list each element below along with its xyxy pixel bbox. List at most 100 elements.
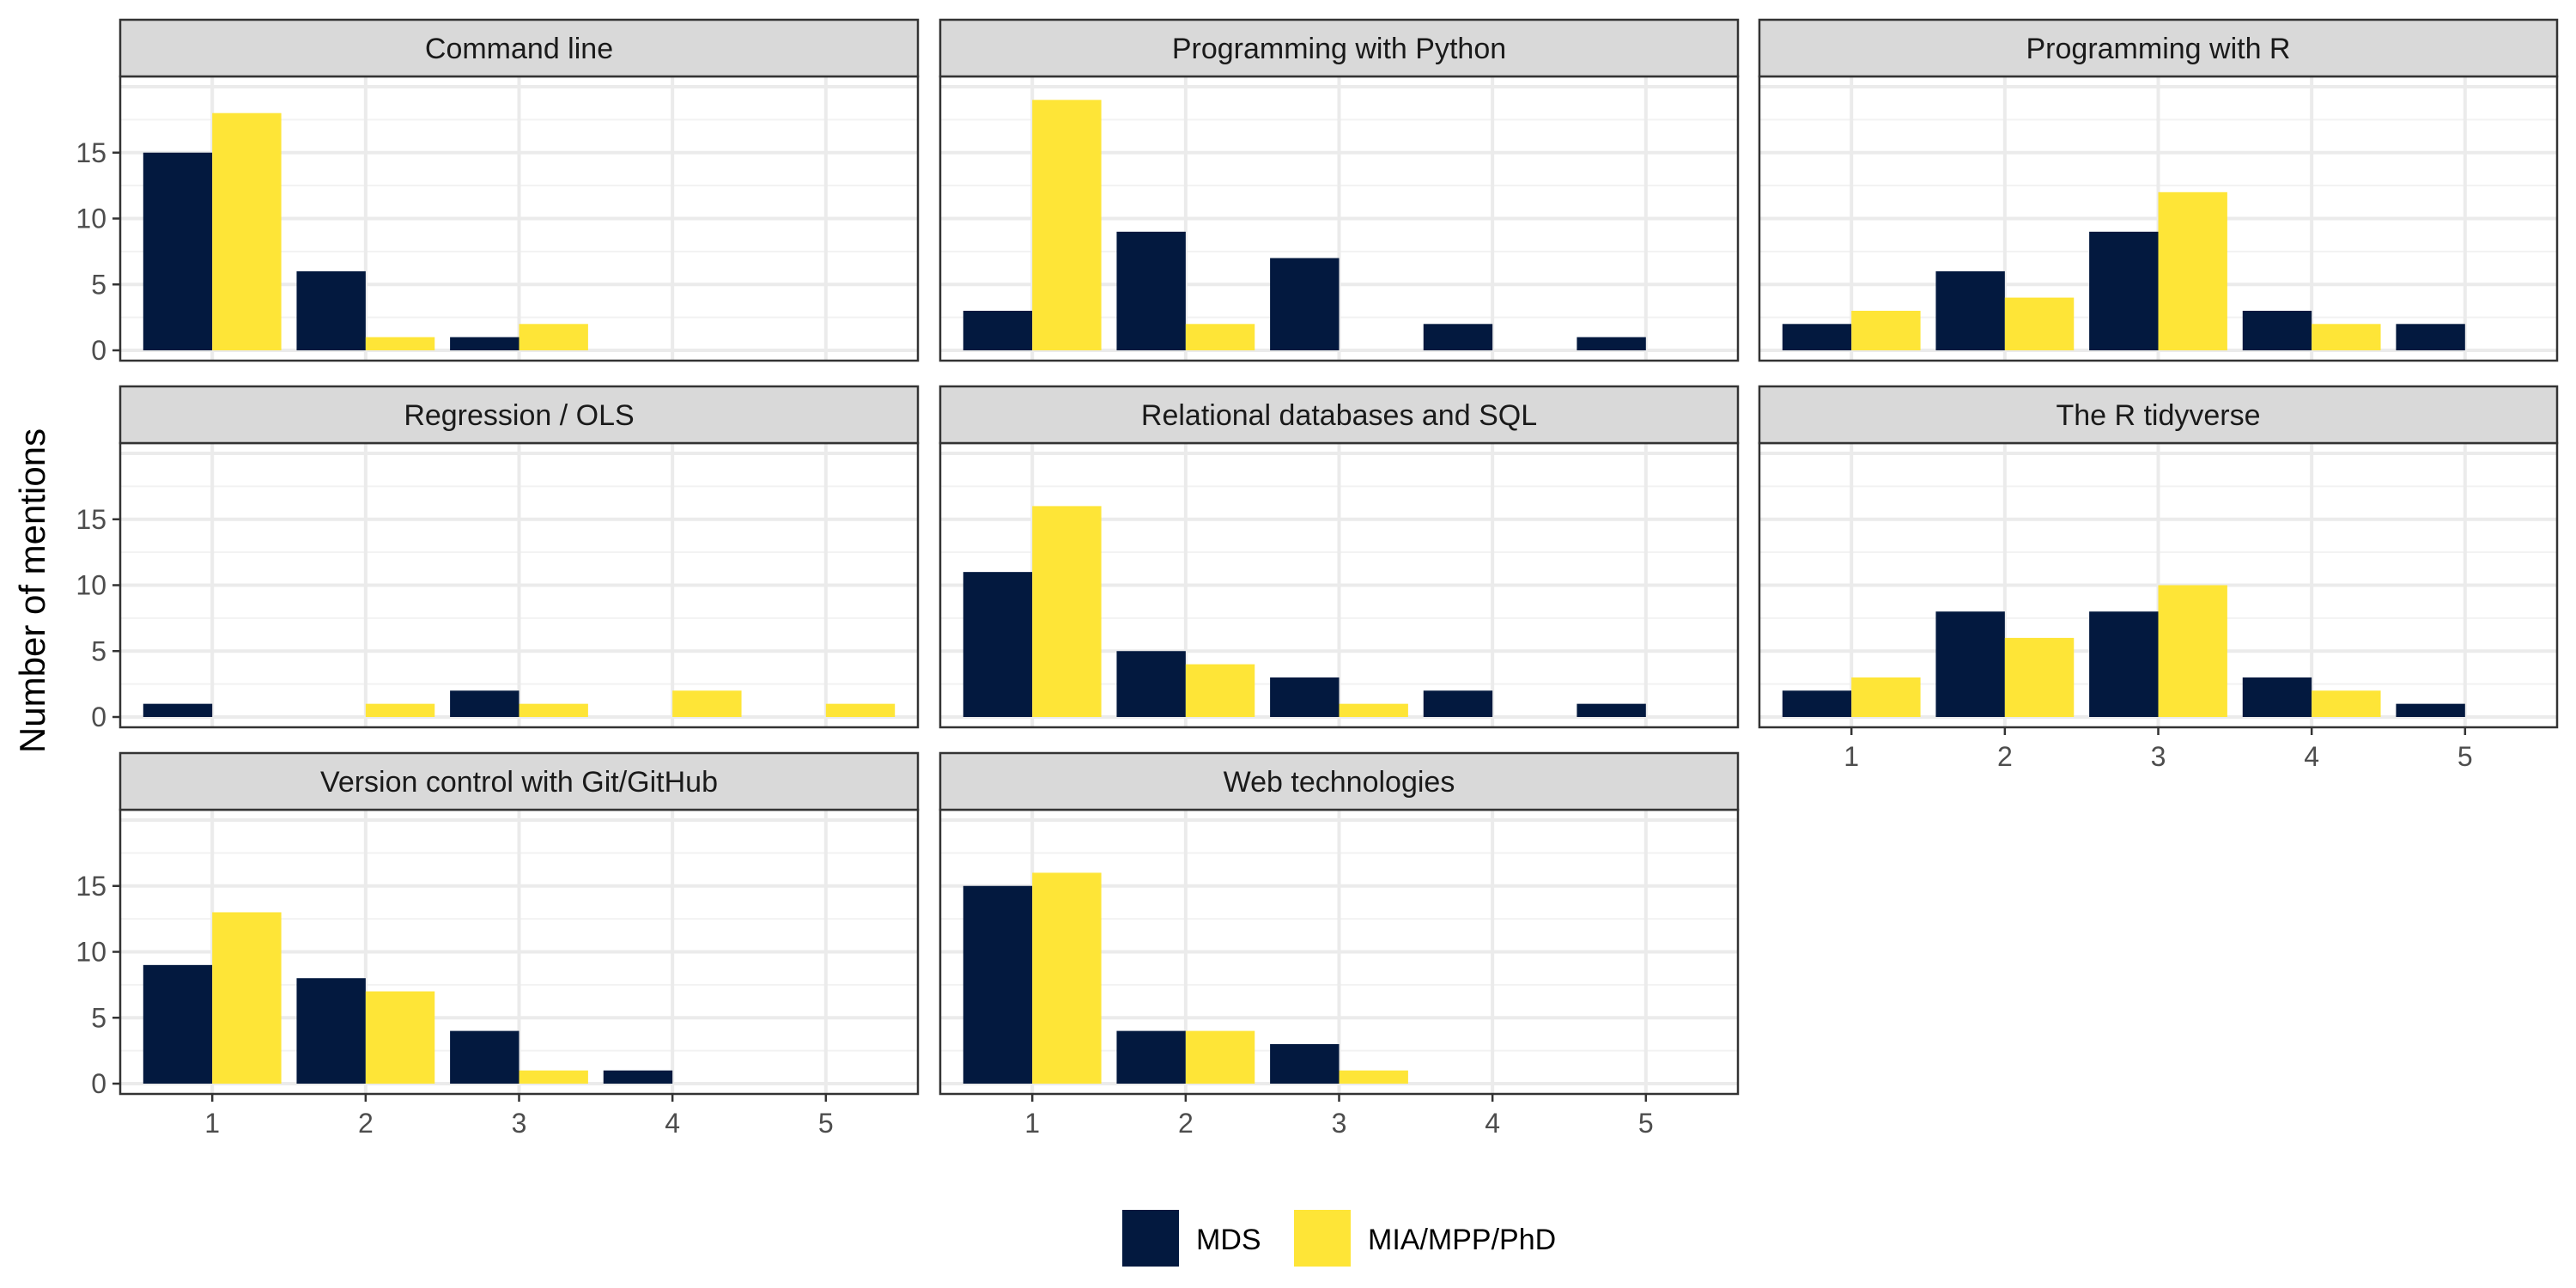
bar-mds-4 [1423, 324, 1493, 350]
bar-mds-2 [1935, 270, 2005, 350]
x-tick-label: 1 [204, 1108, 220, 1139]
x-tick-label: 5 [2458, 741, 2473, 772]
y-tick-label: 5 [91, 635, 106, 666]
y-tick-label: 0 [91, 1068, 106, 1099]
bar-mds-1 [963, 310, 1033, 350]
bar-mia-mpp-phd-2 [365, 991, 435, 1084]
bar-mds-1 [1782, 690, 1852, 717]
legend-label: MDS [1196, 1224, 1261, 1256]
facet-title: Regression / OLS [404, 399, 634, 432]
bar-mds-3 [450, 1030, 519, 1084]
facet-title: Version control with Git/GitHub [320, 766, 718, 799]
bar-mds-5 [1577, 337, 1646, 350]
facet-command-line: Command line 0 5 10 15 [76, 18, 920, 366]
facet-regression-ols: Regression / OLS 0 5 10 15 [76, 385, 920, 732]
legend: MDS MIA/MPP/PhD [1122, 1210, 1556, 1267]
bar-mds-2 [296, 270, 366, 350]
facet-title: Programming with Python [1172, 33, 1506, 65]
facet-title: Web technologies [1224, 766, 1455, 799]
y-tick-label: 5 [91, 269, 106, 300]
bar-mia-mpp-phd-3 [1339, 703, 1408, 717]
bar-mia-mpp-phd-4 [2312, 324, 2381, 350]
facet-strip [118, 18, 920, 78]
facet-title: Command line [425, 33, 613, 65]
bar-mds-2 [1116, 1030, 1186, 1084]
bar-mds-3 [2089, 611, 2159, 717]
bar-mia-mpp-phd-4 [2312, 690, 2381, 717]
bar-mds-1 [1782, 324, 1852, 350]
y-axis-title: Number of mentions [12, 428, 52, 753]
bar-mds-4 [603, 1070, 673, 1084]
bar-mds-3 [450, 337, 519, 350]
bar-mds-1 [143, 152, 213, 350]
facet-strip [939, 18, 1740, 78]
bar-mia-mpp-phd-1 [212, 112, 282, 350]
bar-mds-5 [2396, 703, 2465, 717]
facet-programming-with-r: Programming with R [1758, 18, 2559, 362]
facet-title: The R tidyverse [2056, 399, 2260, 432]
bar-mds-3 [1270, 258, 1340, 350]
bar-mds-5 [2396, 324, 2465, 350]
bar-mia-mpp-phd-5 [825, 703, 896, 717]
bar-mia-mpp-phd-2 [1185, 1030, 1255, 1084]
bar-mia-mpp-phd-1 [1851, 677, 1921, 717]
bar-mia-mpp-phd-2 [1185, 664, 1255, 717]
x-tick-label: 4 [665, 1108, 680, 1139]
bar-mds-3 [450, 690, 519, 717]
x-tick-label: 3 [2151, 741, 2166, 772]
x-tick-label: 2 [1997, 741, 2013, 772]
bar-mds-2 [1116, 231, 1186, 350]
y-tick-label: 15 [76, 504, 106, 535]
x-tick-label: 2 [1178, 1108, 1194, 1139]
facet-title: Programming with R [2026, 33, 2291, 65]
bar-mia-mpp-phd-2 [1185, 324, 1255, 350]
facet-strip [939, 751, 1740, 811]
y-tick-label: 10 [76, 204, 106, 234]
y-tick-label: 10 [76, 570, 106, 601]
x-tick-label: 5 [1638, 1108, 1654, 1139]
bar-mds-4 [2242, 677, 2312, 717]
x-tick-label: 4 [1485, 1108, 1500, 1139]
bar-mds-3 [2089, 231, 2159, 350]
legend-key [1122, 1210, 1179, 1267]
bar-mia-mpp-phd-1 [1851, 310, 1921, 350]
facet-version-control-with-git-github: Version control with Git/GitHub 0 5 10 15 1 2 3… [76, 751, 920, 1139]
bar-mia-mpp-phd-2 [365, 703, 435, 717]
bar-mia-mpp-phd-1 [1032, 506, 1102, 717]
bar-mia-mpp-phd-3 [2158, 191, 2227, 350]
y-tick-label: 5 [91, 1002, 106, 1033]
bar-mds-4 [2242, 310, 2312, 350]
bar-mia-mpp-phd-3 [519, 1070, 588, 1084]
bar-mia-mpp-phd-3 [519, 324, 588, 350]
legend-label: MIA/MPP/PhD [1368, 1224, 1556, 1256]
legend-key [1294, 1210, 1351, 1267]
facet-strip [939, 385, 1740, 445]
x-tick-label: 5 [818, 1108, 834, 1139]
x-tick-label: 4 [2304, 741, 2319, 772]
facet-web-technologies: Web technologies 1 2 3 4 5 [939, 751, 1740, 1139]
bar-mds-1 [143, 703, 213, 717]
legend-item-mia-mpp-phd: MIA/MPP/PhD [1294, 1210, 1556, 1267]
bar-mds-4 [1423, 690, 1493, 717]
y-tick-label: 0 [91, 702, 106, 732]
y-tick-label: 0 [91, 335, 106, 366]
bar-mia-mpp-phd-3 [519, 703, 588, 717]
facet-strip [1758, 18, 2559, 78]
x-tick-label: 3 [512, 1108, 527, 1139]
bar-mds-2 [296, 978, 366, 1084]
bar-mia-mpp-phd-1 [1032, 100, 1102, 350]
y-tick-label: 15 [76, 871, 106, 902]
x-tick-label: 1 [1024, 1108, 1040, 1139]
bar-mds-3 [1270, 677, 1340, 717]
bar-mia-mpp-phd-3 [1339, 1070, 1408, 1084]
bar-mds-1 [963, 885, 1033, 1084]
bar-mds-5 [1577, 703, 1646, 717]
bar-mds-2 [1116, 651, 1186, 717]
bar-mds-1 [963, 572, 1033, 717]
y-tick-label: 15 [76, 137, 106, 168]
facet-title: Relational databases and SQL [1141, 399, 1537, 432]
bar-mia-mpp-phd-2 [2004, 637, 2075, 717]
bar-mia-mpp-phd-2 [365, 337, 435, 350]
x-tick-label: 1 [1844, 741, 1859, 772]
